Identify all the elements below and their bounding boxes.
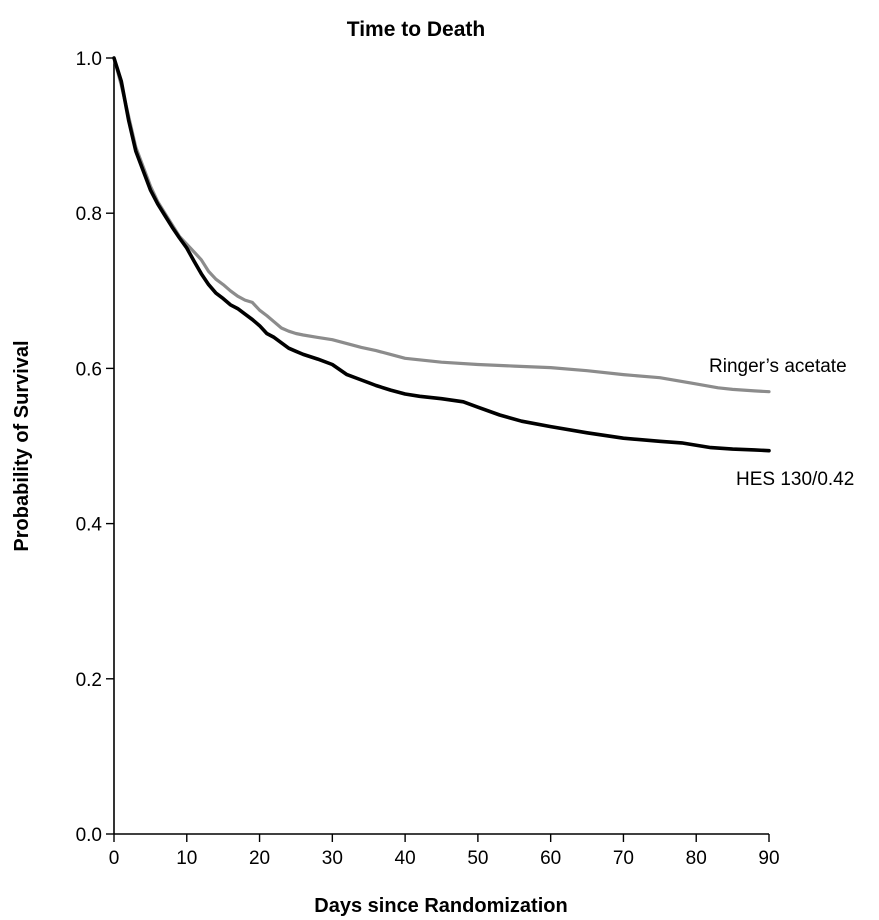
y-axis-ticks: 0.0 0.2 0.4 0.6 0.8 1.0 (76, 49, 114, 846)
x-axis-label: Days since Randomization (314, 895, 567, 917)
series-group (112, 56, 771, 453)
x-tick-label: 50 (467, 848, 488, 869)
x-tick-label: 10 (176, 848, 197, 869)
x-tick-label: 90 (758, 848, 779, 869)
x-tick-label: 60 (540, 848, 561, 869)
x-tick-label: 40 (395, 848, 416, 869)
y-tick-label: 0.4 (76, 515, 103, 536)
series-line-hes (112, 56, 771, 453)
series-label-hes: HES 130/0.42 (736, 469, 854, 490)
x-tick-label: 20 (249, 848, 270, 869)
y-tick-label: 0.2 (76, 670, 102, 691)
y-tick-label: 0.6 (76, 359, 102, 380)
x-tick-label: 0 (109, 848, 120, 869)
y-tick-label: 0.8 (76, 204, 102, 225)
y-tick-label: 0.0 (76, 825, 102, 846)
y-tick-label: 1.0 (76, 49, 102, 70)
series-label-ringers-acetate: Ringer’s acetate (709, 356, 847, 377)
y-axis-label: Probability of Survival (11, 340, 33, 551)
chart-title: Time to Death (347, 18, 485, 41)
x-tick-label: 80 (686, 848, 707, 869)
x-tick-label: 70 (613, 848, 634, 869)
x-tick-label: 30 (322, 848, 343, 869)
series-line-ringers-acetate (112, 56, 771, 394)
x-axis-ticks: 0 10 20 30 40 50 60 70 80 90 (109, 834, 780, 869)
